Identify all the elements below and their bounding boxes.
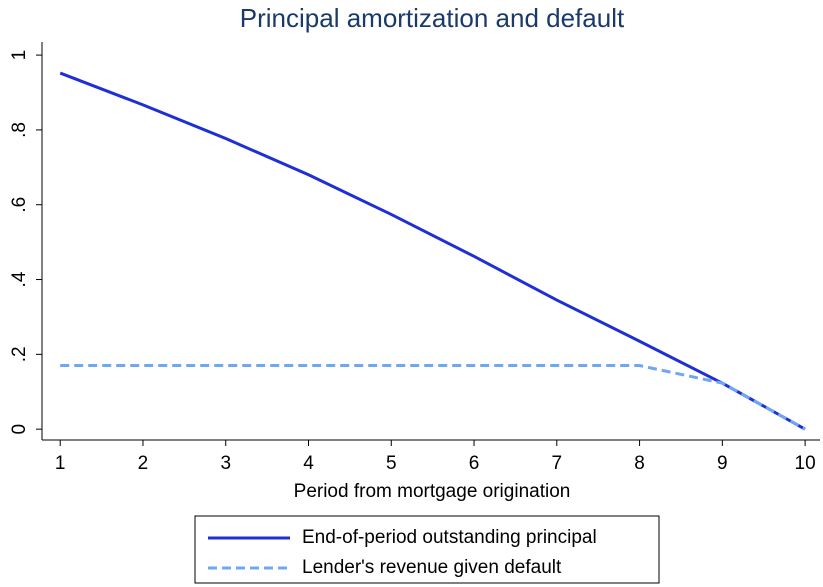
x-tick-label: 5 [386, 453, 397, 474]
x-tick-label: 6 [469, 453, 480, 474]
y-tick-label: 1 [9, 50, 30, 61]
y-tick-label: .6 [9, 197, 30, 213]
y-tick-label: .8 [9, 122, 30, 138]
legend-box [194, 515, 660, 584]
x-tick-label: 8 [634, 453, 645, 474]
x-tick-label: 10 [795, 453, 816, 474]
x-tick-label: 3 [220, 453, 231, 474]
y-tick-label: 0 [9, 424, 30, 435]
legend-label: Lender's revenue given default [302, 557, 562, 578]
x-axis-label: Period from mortgage origination [294, 481, 571, 502]
x-tick-label: 4 [303, 453, 314, 474]
y-tick-label: .2 [9, 346, 30, 362]
legend-label: End-of-period outstanding principal [302, 527, 597, 548]
x-tick-label: 7 [552, 453, 563, 474]
series-line [59, 71, 806, 431]
series-line [60, 364, 806, 431]
x-tick-label: 1 [55, 453, 66, 474]
x-tick-label: 9 [717, 453, 728, 474]
y-tick-label: .4 [9, 271, 30, 287]
x-tick-label: 2 [138, 453, 149, 474]
chart-title: Principal amortization and default [240, 3, 625, 33]
